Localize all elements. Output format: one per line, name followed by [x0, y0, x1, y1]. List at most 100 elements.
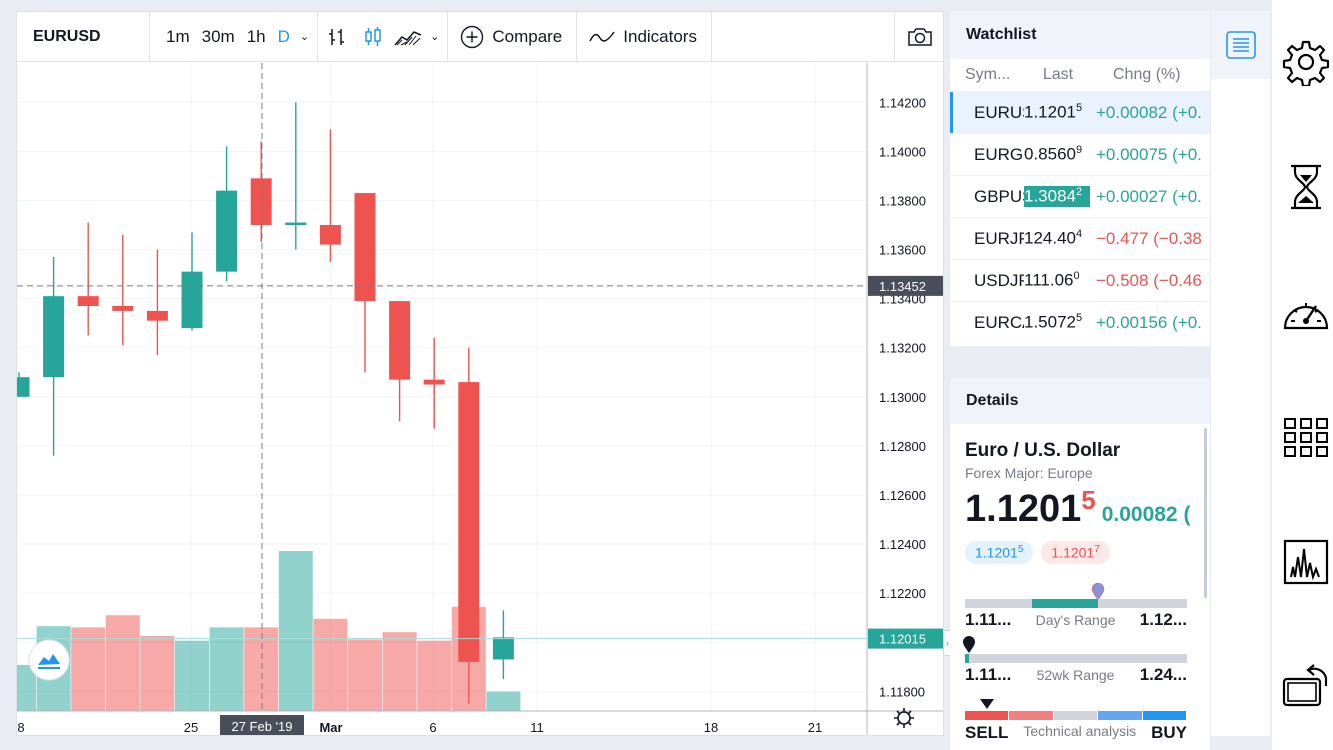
toolbar-divider — [576, 12, 578, 62]
column-change[interactable]: Chng (%) — [1113, 66, 1181, 83]
rotate-screen-icon[interactable] — [1281, 662, 1331, 712]
watchlist-symbol: USDJPY — [974, 270, 1024, 290]
interval-30m-button[interactable]: 30m — [201, 26, 235, 46]
candle-body — [216, 190, 238, 272]
candle-body — [17, 377, 30, 397]
watchlist-symbol: GBPUSD — [974, 186, 1024, 206]
watchlist-row[interactable]: GBPUSD1.30842 +0.00027 (+0. — [950, 175, 1210, 217]
watchlist-change: −0.477 (−0.38 — [1096, 228, 1202, 248]
toolbar-divider — [447, 12, 449, 62]
compare-button[interactable]: Compare — [448, 12, 576, 62]
details-scrollbar[interactable] — [1204, 428, 1207, 598]
chart-panel[interactable]: EURUSD 1m 30m 1h D ⌄ ⌄ Compare — [16, 11, 944, 736]
y-tick-label: 1.13600 — [879, 243, 926, 258]
volume-bar — [486, 691, 521, 711]
tradingview-logo-icon[interactable] — [28, 639, 70, 681]
candles — [17, 102, 514, 704]
grid-apps-icon[interactable] — [1281, 412, 1331, 462]
x-tick-label: 21 — [808, 720, 822, 735]
column-last[interactable]: Last — [1042, 66, 1074, 83]
x-tick-label: 25 — [184, 720, 198, 735]
days-range: 1.11... Day's Range 1.12... — [965, 583, 1187, 633]
camera-icon[interactable] — [895, 12, 943, 62]
volume-bar — [71, 627, 106, 711]
watchlist-symbol: EURGBP — [974, 144, 1024, 164]
hourglass-icon[interactable] — [1281, 162, 1331, 212]
details-panel: Details Euro / U.S. Dollar Forex Major: … — [950, 378, 1210, 750]
column-symbol[interactable]: Sym... — [965, 66, 1011, 83]
watchlist-change: +0.00082 (+0. — [1096, 102, 1202, 122]
candle-body — [112, 306, 134, 311]
watchlist-last-price: 0.85609 — [1024, 144, 1083, 164]
crosshair-date-tag — [220, 715, 304, 735]
indicators-wave-icon — [589, 31, 615, 42]
crosshair-date-label: 27 Feb '19 — [231, 719, 292, 734]
interval-dropdown-chevron-icon[interactable]: ⌄ — [299, 31, 310, 43]
crosshair-price-tag — [868, 275, 943, 296]
watchlist-panel: Watchlist Sym... Last Chng (%) EURUSD1.1… — [950, 11, 1210, 346]
y-tick-label: 1.13000 — [879, 390, 926, 405]
bid-badge: 1.12015 — [965, 541, 1034, 564]
plus-circle-icon — [461, 25, 484, 48]
52wk-range-marker-icon — [963, 636, 976, 653]
symbol-search-button[interactable]: EURUSD — [33, 27, 101, 45]
watchlist-last-price: 124.404 — [1024, 228, 1083, 248]
area-style-icon[interactable] — [390, 12, 426, 62]
bars-style-icon[interactable] — [318, 12, 356, 62]
volume-bar — [175, 640, 209, 711]
technical-sell-label: SELL — [965, 723, 1009, 742]
y-tick-label: 1.12400 — [879, 537, 926, 552]
speedometer-icon[interactable] — [1281, 287, 1331, 337]
watchlist-row[interactable]: EURJPY124.404 −0.477 (−0.38 — [950, 217, 1210, 259]
chart-settings-gear-icon[interactable] — [894, 708, 914, 728]
x-tick-label: 11 — [530, 720, 544, 735]
volume-bar — [417, 640, 452, 711]
watchlist-symbol: EURUSD — [974, 102, 1024, 122]
interval-1h-button[interactable]: 1h — [246, 26, 266, 46]
interval-1m-button[interactable]: 1m — [166, 26, 190, 46]
price-chart[interactable]: 1.142001.140001.138001.136001.134001.132… — [17, 63, 944, 736]
bid-ask: 1.12015 1.12017 — [965, 541, 1210, 564]
y-tick-label: 1.13800 — [879, 193, 926, 208]
x-tick-label: 18 — [704, 720, 718, 735]
candle-body — [319, 225, 341, 245]
interval-d-button[interactable]: D — [277, 26, 290, 46]
chart-histogram-icon[interactable] — [1281, 537, 1331, 587]
compare-label: Compare — [492, 26, 563, 46]
technical-analysis-row[interactable]: SELL Technical analysis BUY — [965, 723, 1187, 743]
chart-style-dropdown-chevron-icon[interactable]: ⌄ — [430, 31, 440, 43]
instrument-category: Forex Major: Europe — [965, 465, 1093, 481]
technical-analysis-label: Technical analysis — [1023, 723, 1137, 739]
volume-bar — [209, 627, 244, 711]
days-range-label: Day's Range — [1035, 612, 1116, 628]
watchlist-last-price: 1.30842 — [1024, 186, 1090, 207]
watchlist-change: +0.00075 (+0. — [1096, 144, 1202, 164]
days-range-low: 1.11... — [965, 610, 1012, 629]
y-tick-label: 1.12600 — [879, 488, 926, 503]
watchlist-row[interactable]: USDJPY111.060 −0.508 (−0.46 — [950, 259, 1210, 301]
candle-body — [146, 310, 168, 321]
52wk-range-low: 1.11... — [965, 665, 1012, 684]
watchlist-row[interactable]: EURCAD1.50725 +0.00156 (+0. — [950, 301, 1210, 343]
price-main: 1.1201 — [965, 488, 1082, 530]
x-tick-label: Mar — [319, 720, 342, 735]
toolbar-divider — [894, 12, 895, 62]
details-title: Details — [950, 378, 1210, 424]
settings-gear-icon[interactable] — [1281, 37, 1331, 87]
price-axis: 1.142001.140001.138001.136001.134001.132… — [866, 63, 943, 735]
indicators-button[interactable]: Indicators — [577, 12, 711, 62]
x-tick-label: 8 — [17, 720, 24, 735]
52wk-range: 1.11... 52wk Range 1.24... — [963, 636, 1187, 686]
candles-style-icon[interactable] — [356, 12, 390, 62]
y-tick-label: 1.13200 — [879, 341, 926, 356]
chart-grid — [17, 63, 867, 711]
watchlist-row[interactable]: EURGBP0.85609 +0.00075 (+0. — [950, 133, 1210, 175]
technical-gauge — [965, 711, 1187, 720]
watchlist-list-icon[interactable] — [1211, 11, 1270, 79]
toolbar-divider — [317, 12, 319, 62]
days-range-marker-icon — [1091, 583, 1105, 601]
crosshair — [17, 63, 867, 711]
technical-buy-label: BUY — [1151, 723, 1187, 742]
